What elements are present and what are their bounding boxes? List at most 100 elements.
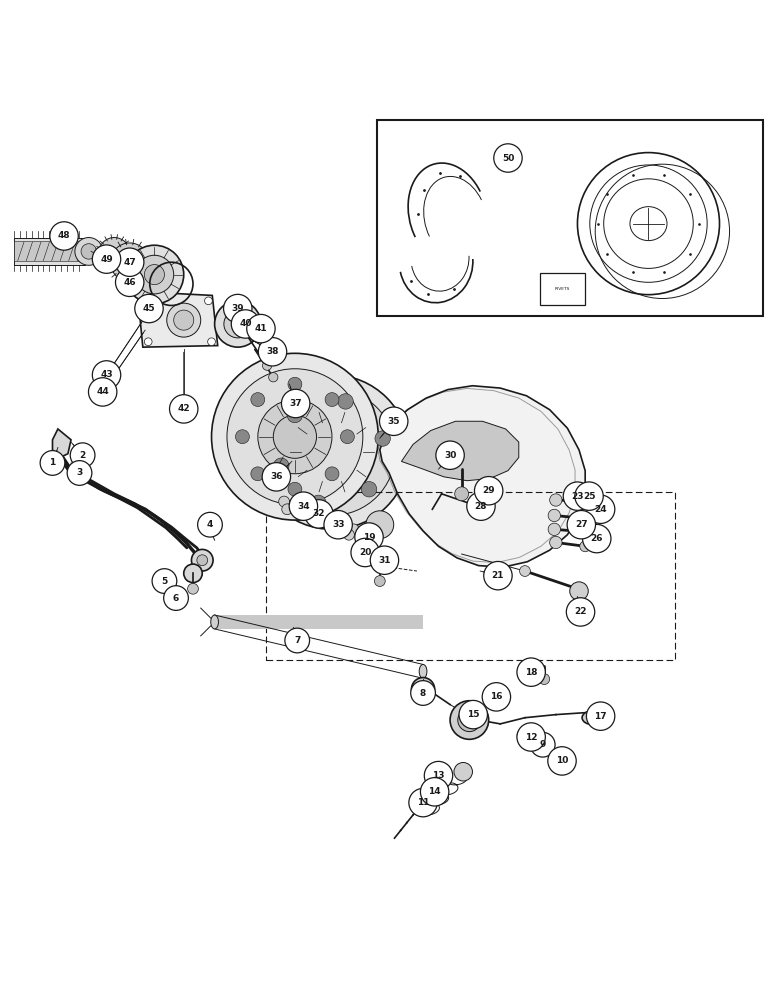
Circle shape xyxy=(215,301,261,347)
Circle shape xyxy=(475,477,503,505)
Bar xyxy=(377,120,763,316)
Text: 47: 47 xyxy=(124,258,136,267)
Circle shape xyxy=(589,496,600,507)
Text: 28: 28 xyxy=(475,502,487,511)
Text: 49: 49 xyxy=(100,255,113,264)
Circle shape xyxy=(50,222,78,250)
Circle shape xyxy=(380,407,408,435)
Text: 27: 27 xyxy=(575,520,587,529)
Circle shape xyxy=(517,723,545,751)
Text: 16: 16 xyxy=(490,692,503,701)
Circle shape xyxy=(450,701,489,739)
Circle shape xyxy=(164,586,188,610)
Circle shape xyxy=(520,566,530,576)
Circle shape xyxy=(467,492,495,520)
Circle shape xyxy=(425,761,452,790)
Bar xyxy=(14,241,85,261)
Circle shape xyxy=(351,538,379,567)
Circle shape xyxy=(484,561,512,590)
Circle shape xyxy=(204,517,216,529)
Circle shape xyxy=(99,238,130,268)
Circle shape xyxy=(551,752,557,758)
Bar xyxy=(371,552,390,566)
Text: 48: 48 xyxy=(58,231,70,240)
Ellipse shape xyxy=(582,711,604,725)
Text: 3: 3 xyxy=(76,468,83,477)
Circle shape xyxy=(583,524,611,553)
Circle shape xyxy=(269,373,278,382)
Circle shape xyxy=(458,708,481,732)
Text: 45: 45 xyxy=(143,304,155,313)
Circle shape xyxy=(258,400,332,474)
Text: 20: 20 xyxy=(359,548,371,557)
Text: 12: 12 xyxy=(525,733,537,742)
Polygon shape xyxy=(380,386,585,567)
Circle shape xyxy=(208,338,215,346)
Text: 9: 9 xyxy=(540,740,546,749)
Circle shape xyxy=(285,628,310,653)
Text: 18: 18 xyxy=(525,668,537,677)
Circle shape xyxy=(591,712,603,724)
Circle shape xyxy=(135,294,163,323)
Circle shape xyxy=(110,243,149,282)
Text: 30: 30 xyxy=(444,451,456,460)
Circle shape xyxy=(355,523,383,551)
Text: 10: 10 xyxy=(556,756,568,765)
Circle shape xyxy=(144,338,152,346)
Circle shape xyxy=(282,504,293,515)
Text: 34: 34 xyxy=(297,502,310,511)
Text: 43: 43 xyxy=(100,370,113,379)
Circle shape xyxy=(530,732,555,757)
Text: 42: 42 xyxy=(178,404,190,413)
Text: 38: 38 xyxy=(266,347,279,356)
Circle shape xyxy=(170,395,198,423)
Text: 4: 4 xyxy=(207,520,213,529)
Text: 24: 24 xyxy=(594,505,607,514)
Circle shape xyxy=(93,361,120,389)
Circle shape xyxy=(454,762,472,781)
Text: 2: 2 xyxy=(80,451,86,460)
Circle shape xyxy=(550,536,562,549)
Text: 41: 41 xyxy=(255,324,267,333)
Circle shape xyxy=(338,394,354,409)
Circle shape xyxy=(548,523,560,536)
Text: 17: 17 xyxy=(594,712,607,721)
Bar xyxy=(266,492,676,660)
Circle shape xyxy=(411,681,435,705)
Circle shape xyxy=(374,576,385,586)
Circle shape xyxy=(361,482,377,497)
Circle shape xyxy=(375,431,391,446)
Circle shape xyxy=(273,458,289,473)
Circle shape xyxy=(184,564,202,583)
Text: 21: 21 xyxy=(492,571,504,580)
Text: 44: 44 xyxy=(96,387,109,396)
Text: 1: 1 xyxy=(49,458,56,467)
Circle shape xyxy=(93,245,120,273)
Circle shape xyxy=(262,361,272,370)
Circle shape xyxy=(348,524,359,535)
Polygon shape xyxy=(52,429,71,458)
Circle shape xyxy=(205,297,212,305)
Text: 5: 5 xyxy=(161,577,168,586)
Circle shape xyxy=(310,495,326,511)
Circle shape xyxy=(371,546,398,574)
Circle shape xyxy=(409,788,437,817)
Circle shape xyxy=(89,378,117,406)
Text: 11: 11 xyxy=(417,798,429,807)
Circle shape xyxy=(324,510,352,539)
Text: 36: 36 xyxy=(270,472,283,481)
Circle shape xyxy=(116,248,144,276)
Text: 26: 26 xyxy=(591,534,603,543)
Circle shape xyxy=(290,492,317,520)
Circle shape xyxy=(227,369,363,505)
Circle shape xyxy=(305,500,333,528)
Circle shape xyxy=(459,700,487,729)
Circle shape xyxy=(288,482,302,496)
Circle shape xyxy=(40,451,65,475)
Text: 32: 32 xyxy=(313,509,325,518)
Circle shape xyxy=(224,294,252,323)
Circle shape xyxy=(580,541,591,552)
Circle shape xyxy=(273,415,317,458)
Circle shape xyxy=(188,583,198,594)
Circle shape xyxy=(125,245,184,304)
